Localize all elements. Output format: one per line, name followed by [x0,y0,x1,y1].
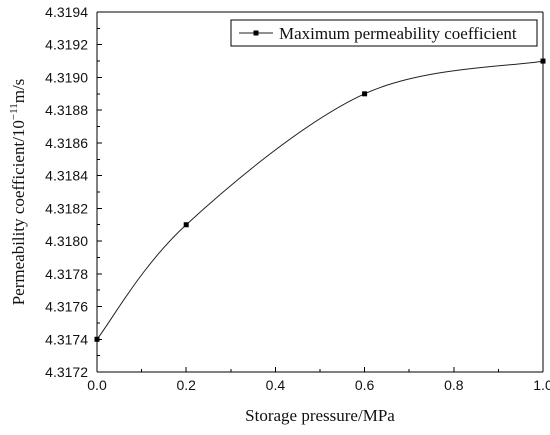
y-tick-label: 4.3194 [45,4,88,20]
legend: Maximum permeability coefficient [230,19,538,47]
y-axis-title: Permeability coefficient/10−11m/s [8,79,28,306]
data-point [362,91,368,97]
y-axis-title-exponent: −11 [8,103,20,120]
data-point [540,58,546,64]
x-tick-label: 1.0 [533,377,550,393]
y-tick-label: 4.3184 [45,168,88,184]
x-tick-label: 0.6 [355,377,375,393]
data-point [183,222,189,228]
y-axis-title-main: Permeability coefficient/10 [9,120,28,305]
x-tick-label: 0.0 [87,377,107,393]
x-axis-title: Storage pressure/MPa [245,406,395,425]
y-tick-label: 4.3174 [45,331,88,347]
legend-label: Maximum permeability coefficient [279,24,517,43]
y-axis-title-unit: m/s [9,79,28,104]
y-tick-label: 4.3190 [45,69,88,85]
y-tick-label: 4.3176 [45,299,88,315]
y-tick-label: 4.3172 [45,364,88,380]
series-line [96,60,544,340]
legend-marker [253,30,259,36]
y-tick-label: 4.3182 [45,200,88,216]
series-layer [94,58,546,342]
y-tick-label: 4.3180 [45,233,88,249]
y-tick-label: 4.3188 [45,102,88,118]
data-point [94,336,100,342]
legend-box [230,19,538,47]
x-tick-label: 0.8 [444,377,464,393]
y-tick-label: 4.3186 [45,135,88,151]
x-tick-label: 0.2 [176,377,196,393]
y-tick-label: 4.3192 [45,37,88,53]
axes: 0.0 0.2 0.4 0.6 0.8 1.0 4.3172 4.3174 4.3176 4.31… [45,4,550,393]
y-tick-label: 4.3178 [45,266,88,282]
x-tick-label: 0.4 [266,377,286,393]
